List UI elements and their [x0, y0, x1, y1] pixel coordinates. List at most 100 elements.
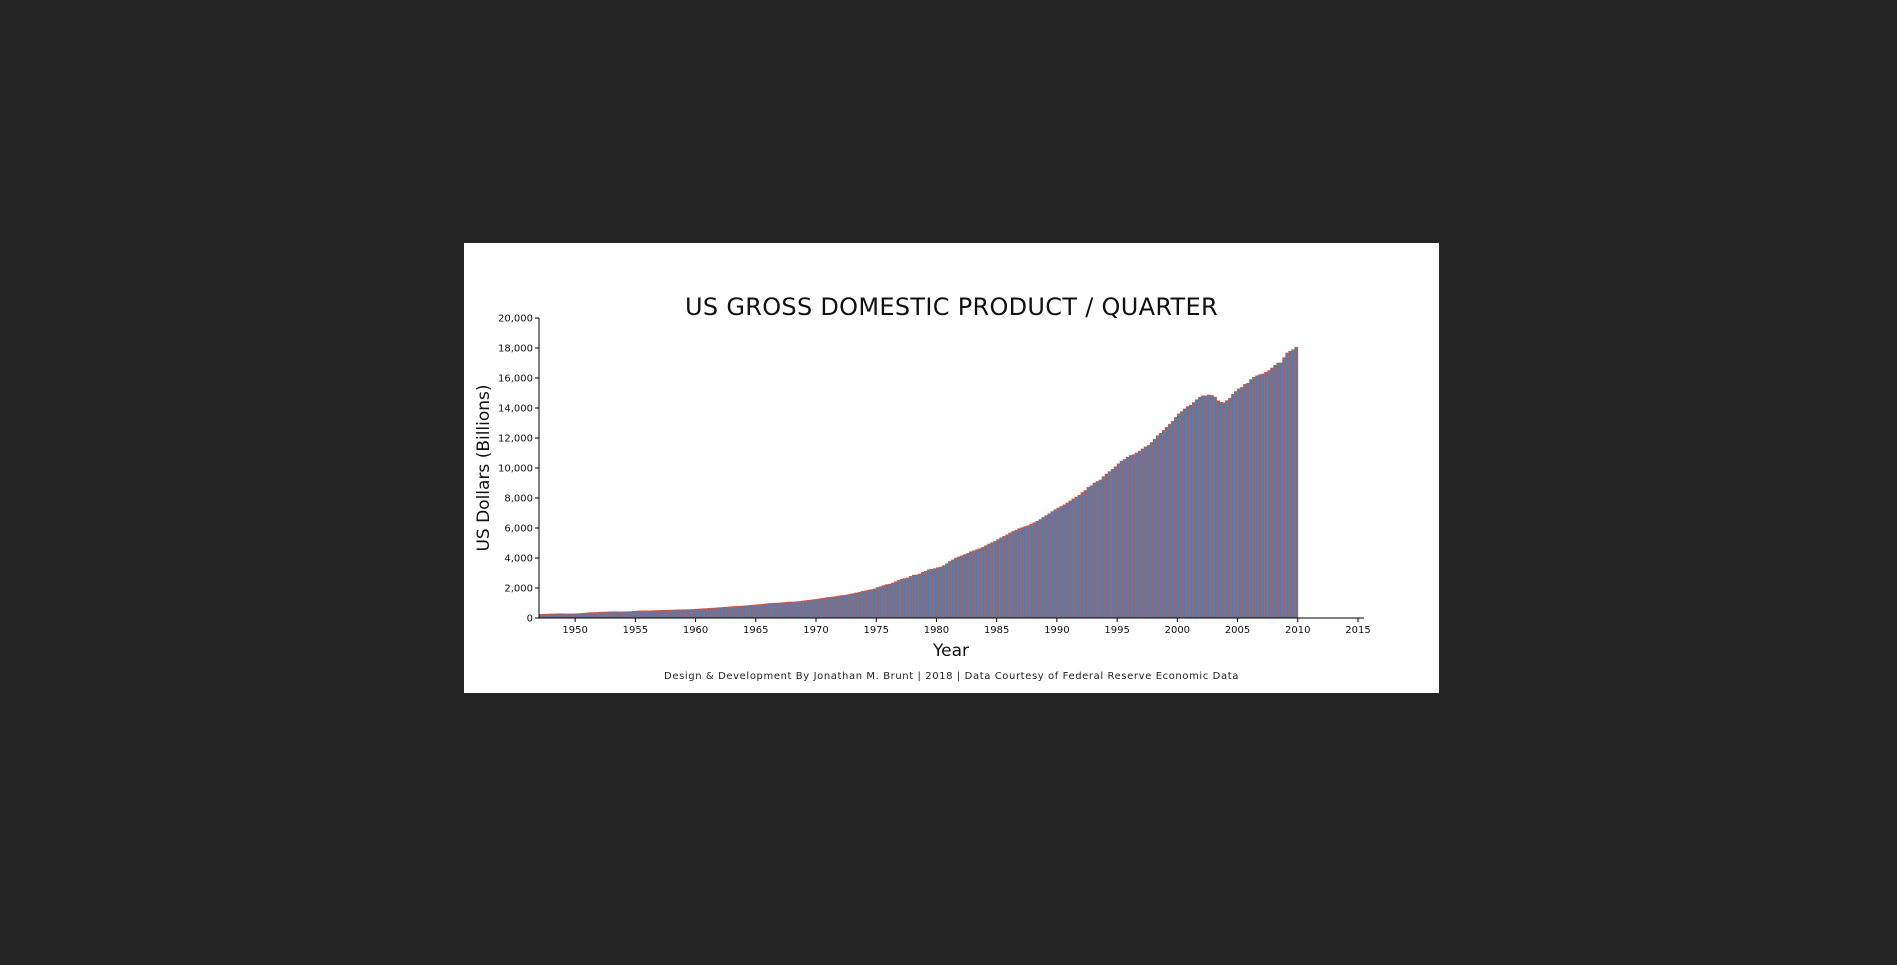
gdp-bar [1234, 391, 1238, 619]
gdp-bar [1140, 448, 1145, 619]
gdp-bar [999, 537, 1004, 619]
gdp-bar [1255, 375, 1260, 619]
gdp-bar [878, 586, 883, 619]
gdp-bar [890, 582, 895, 619]
gdp-bar [704, 608, 709, 619]
gdp-bar [1194, 399, 1199, 619]
gdp-bar [945, 563, 949, 619]
gdp-bar [1047, 513, 1052, 619]
gdp-bar [577, 613, 582, 619]
x-axis-label: Year [933, 641, 969, 661]
gdp-bar [969, 551, 973, 619]
gdp-bar [836, 595, 841, 619]
gdp-bar [698, 608, 702, 619]
gdp-bar [695, 608, 699, 619]
x-tick-label: 1975 [863, 625, 888, 636]
gdp-bar [1249, 379, 1253, 619]
gdp-bar [746, 605, 751, 619]
gdp-bar [1032, 522, 1037, 619]
gdp-bar [1089, 485, 1094, 619]
gdp-bar [1101, 476, 1106, 619]
y-tick-label: 0 [527, 614, 533, 625]
gdp-bar [788, 601, 793, 619]
gdp-bar [1029, 523, 1034, 619]
gdp-bar [839, 595, 844, 619]
gdp-bar [1167, 424, 1172, 619]
gdp-bar [1288, 350, 1293, 619]
gdp-bar [544, 613, 549, 619]
gdp-bar [1216, 400, 1220, 619]
gdp-bar-chart: 0 2,000 4,000 6,000 8,000 10,000 12,000 14,000 1… [498, 314, 1371, 637]
gdp-bar [650, 610, 654, 619]
gdp-bar [893, 581, 898, 619]
gdp-bar [914, 574, 919, 619]
gdp-bar [1008, 532, 1013, 619]
gdp-bar [899, 579, 904, 619]
gdp-bar [824, 597, 829, 619]
gdp-bar [954, 557, 958, 619]
gdp-bar [610, 611, 615, 619]
gdp-bar [920, 571, 925, 619]
gdp-bar [936, 567, 940, 619]
gdp-bar [1119, 460, 1124, 619]
x-tick-label: 2015 [1345, 625, 1370, 636]
gdp-bar [869, 589, 874, 619]
gdp-bar [1062, 504, 1067, 619]
gdp-bar [1038, 519, 1043, 619]
gdp-bar [631, 610, 636, 619]
gdp-bar [671, 609, 675, 619]
gdp-bar [1246, 382, 1250, 619]
gdp-bar [619, 611, 624, 619]
gdp-bar [616, 611, 621, 619]
y-tick-label: 8,000 [504, 494, 533, 505]
gdp-bar [1285, 352, 1290, 619]
gdp-bar [674, 609, 678, 619]
gdp-bar [993, 541, 998, 619]
gdp-bar [809, 599, 814, 619]
gdp-bar [1291, 349, 1296, 619]
gdp-bar [613, 611, 618, 619]
gdp-bar [716, 607, 721, 619]
gdp-bar [556, 613, 561, 619]
gdp-bar [930, 568, 934, 619]
gdp-bar [881, 585, 886, 619]
chart-title: US GROSS DOMESTIC PRODUCT / QUARTER [685, 293, 1218, 321]
gdp-bar [770, 603, 775, 619]
gdp-bar [1170, 420, 1175, 619]
gdp-bar [785, 601, 790, 619]
gdp-bar [866, 589, 871, 619]
x-tick-label: 1985 [984, 625, 1009, 636]
gdp-bar [1158, 433, 1163, 619]
gdp-bar [1164, 426, 1169, 619]
gdp-bar [701, 608, 705, 619]
gdp-bar [1201, 395, 1205, 619]
x-tick-label: 1960 [683, 625, 708, 636]
gdp-bar [842, 594, 847, 619]
gdp-bar [1258, 374, 1263, 619]
x-tick-label: 1995 [1104, 625, 1129, 636]
y-tick-label: 16,000 [498, 374, 533, 385]
gdp-bar [749, 604, 754, 619]
y-tick-label: 20,000 [498, 314, 533, 325]
x-tick-label: 2010 [1285, 625, 1310, 636]
gdp-bar [665, 609, 669, 619]
gdp-bar [1074, 496, 1079, 619]
gdp-bar [659, 610, 663, 619]
gdp-bar [1017, 528, 1022, 619]
gdp-bar [1152, 438, 1157, 619]
gdp-bar [707, 608, 712, 619]
gdp-bar [776, 602, 781, 619]
gdp-bar [668, 609, 672, 619]
gdp-bar [1222, 402, 1226, 619]
gdp-bar [728, 606, 733, 619]
gdp-bar [875, 587, 880, 619]
x-tick-label: 1970 [803, 625, 828, 636]
gdp-bar [755, 604, 760, 619]
gdp-bar [1071, 498, 1076, 619]
gdp-bar [743, 605, 748, 619]
gdp-bar [981, 547, 986, 619]
x-tick-label: 1980 [924, 625, 949, 636]
gdp-bar [896, 580, 901, 619]
gdp-bar [1065, 502, 1070, 619]
gdp-bar [1176, 413, 1181, 619]
